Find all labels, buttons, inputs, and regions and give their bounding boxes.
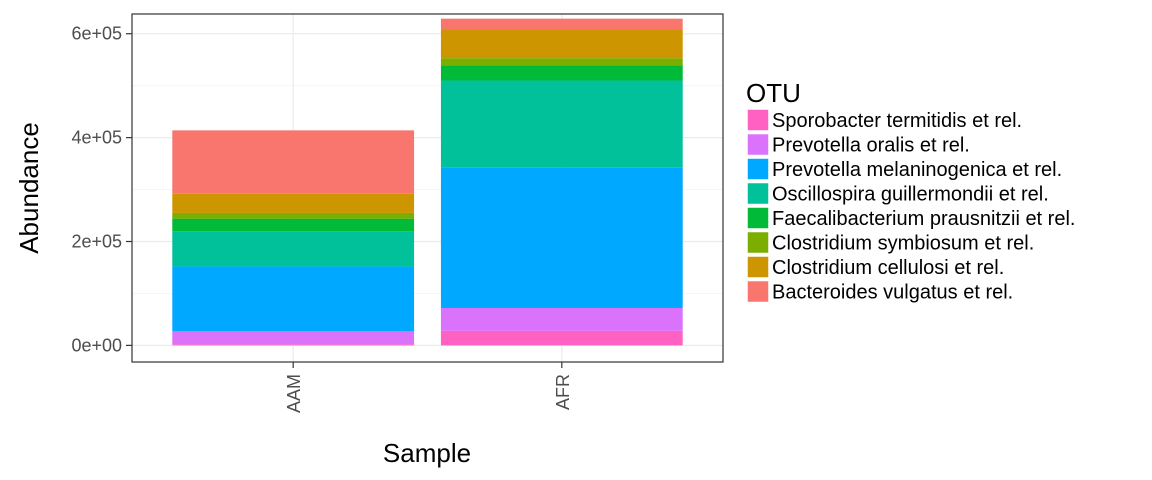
legend-label: Clostridium cellulosi et rel. [772, 257, 1004, 279]
x-axis: AAM AFR [284, 362, 573, 413]
bar-segment [440, 18, 683, 30]
legend-key [746, 157, 770, 181]
x-tick-label: AFR [553, 374, 573, 410]
bar-segment [440, 330, 683, 346]
x-axis-title: Sample [383, 438, 471, 468]
bar-segment [172, 266, 415, 332]
legend-key [746, 255, 770, 279]
bar-segment [172, 130, 415, 194]
y-tick-label: 2e+05 [71, 231, 122, 251]
bar-segment [440, 307, 683, 331]
legend-label: Clostridium symbiosum et rel. [772, 233, 1034, 255]
legend-label: Faecalibacterium prausnitzii et rel. [772, 208, 1075, 230]
bars [172, 18, 683, 346]
y-tick-label: 0e+00 [71, 335, 122, 355]
bar-segment [172, 218, 415, 232]
bar-segment [440, 58, 683, 66]
bar-segment [440, 80, 683, 168]
legend-key [746, 230, 770, 255]
legend-key [746, 279, 770, 304]
bar-segment [172, 331, 415, 345]
bar-segment [172, 231, 415, 267]
bar-segment [440, 65, 683, 81]
x-tick-label: AAM [284, 374, 304, 413]
legend-key [746, 108, 770, 132]
legend: OTU Sporobacter termitidis et rel. Prevot… [746, 78, 1075, 304]
bar-segment [440, 167, 683, 308]
y-axis: 0e+00 2e+05 4e+05 6e+05 [71, 24, 132, 355]
legend-label: Sporobacter termitidis et rel. [772, 110, 1022, 132]
legend-key [746, 132, 770, 157]
bar-segment [172, 344, 415, 346]
legend-label: Bacteroides vulgatus et rel. [772, 282, 1013, 304]
bar-segment [172, 212, 415, 219]
legend-key [746, 206, 770, 230]
legend-label: Prevotella oralis et rel. [772, 135, 970, 157]
y-tick-label: 4e+05 [71, 128, 122, 148]
bar-segment [172, 193, 415, 213]
plot-border [131, 13, 724, 363]
legend-label: Oscillospira guillermondii et rel. [772, 184, 1049, 206]
legend-title: OTU [746, 78, 801, 108]
y-axis-title: Abundance [14, 122, 44, 254]
legend-label: Prevotella melaninogenica et rel. [772, 159, 1062, 181]
legend-key [746, 181, 770, 206]
bar-segment [440, 29, 683, 59]
y-tick-label: 6e+05 [71, 24, 122, 44]
